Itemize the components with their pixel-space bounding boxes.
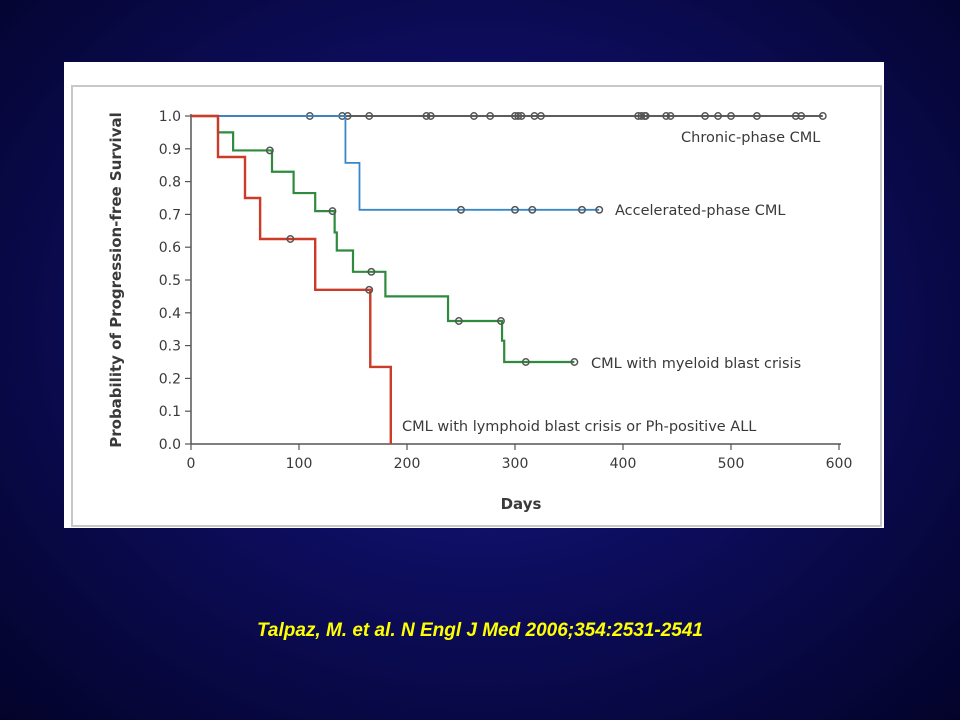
censor-mark-chronic xyxy=(517,112,526,120)
y-tick-label: 0.0 xyxy=(159,437,181,453)
censor-mark-chronic xyxy=(470,112,478,120)
series-line-accelerated xyxy=(191,115,600,211)
axes: 0.0 0.1 0.2 0.3 0.4 0.5 0.6 0.7 0.8 0.9 1.0 0 100 200… xyxy=(107,109,852,513)
censor-mark-chronic xyxy=(365,112,374,120)
censor-mark-chronic xyxy=(666,112,675,120)
censor-mark-chronic xyxy=(486,112,495,120)
censor-mark-myeloid xyxy=(367,267,376,276)
y-axis-title: Probability of Progression-free Survival xyxy=(107,112,125,448)
series-myeloid xyxy=(191,114,579,366)
y-tick-label: 0.2 xyxy=(159,371,181,387)
series-lymphoid xyxy=(191,114,392,444)
series-layer xyxy=(191,112,827,444)
censor-mark-lymphoid xyxy=(365,285,374,294)
censor-mark-chronic xyxy=(422,112,431,120)
y-tick-label: 0.5 xyxy=(159,273,181,289)
x-tick-label: 100 xyxy=(286,456,313,472)
censor-mark-chronic xyxy=(752,112,761,120)
x-tick-label: 200 xyxy=(394,456,421,472)
km-survival-chart: 0.0 0.1 0.2 0.3 0.4 0.5 0.6 0.7 0.8 0.9 1.0 0 100 200… xyxy=(71,85,882,527)
censor-mark-chronic xyxy=(701,112,710,120)
citation-text: Talpaz, M. et al. N Engl J Med 2006;354:… xyxy=(257,620,703,641)
censor-mark-myeloid xyxy=(570,358,579,366)
y-tick-label: 0.8 xyxy=(159,175,181,191)
series-label-myeloid: CML with myeloid blast crisis xyxy=(591,356,801,372)
x-tick-label: 600 xyxy=(826,456,853,472)
censor-mark-accelerated xyxy=(511,205,519,214)
censor-mark-myeloid xyxy=(497,317,505,325)
y-tick-label: 0.6 xyxy=(159,240,181,256)
censor-mark-myeloid xyxy=(265,146,274,155)
y-tick-label: 0.9 xyxy=(159,142,181,158)
censor-mark-lymphoid xyxy=(286,235,295,243)
y-tick-label: 0.7 xyxy=(159,207,181,223)
censor-mark-accelerated xyxy=(528,205,537,214)
censor-mark-chronic xyxy=(662,112,671,120)
censor-mark-chronic xyxy=(818,112,827,120)
series-labels: Chronic-phase CML Accelerated-phase CML CM… xyxy=(402,130,820,435)
censor-mark-chronic xyxy=(797,112,806,120)
censor-mark-accelerated xyxy=(457,205,465,214)
series-label-chronic: Chronic-phase CML xyxy=(681,130,820,146)
x-axis-title: Days xyxy=(501,495,542,513)
y-tick-label: 0.3 xyxy=(159,339,181,355)
x-tick-label: 0 xyxy=(187,456,196,472)
x-tick-label: 400 xyxy=(610,456,637,472)
y-tick-label: 1.0 xyxy=(159,109,181,125)
censor-mark-chronic xyxy=(791,112,800,120)
figure-frame xyxy=(71,85,882,527)
censor-mark-myeloid xyxy=(454,317,463,325)
censor-mark-chronic xyxy=(641,112,650,120)
series-label-lymphoid: CML with lymphoid blast crisis or Ph-pos… xyxy=(402,419,756,435)
x-tick-label: 500 xyxy=(718,456,745,472)
censor-mark-myeloid xyxy=(521,358,530,366)
censor-mark-accelerated xyxy=(595,205,604,214)
censor-mark-chronic xyxy=(536,112,545,120)
censor-mark-chronic xyxy=(714,112,722,120)
censor-mark-chronic xyxy=(426,112,435,120)
km-figure-panel: 0.0 0.1 0.2 0.3 0.4 0.5 0.6 0.7 0.8 0.9 1.0 0 100 200… xyxy=(64,62,884,528)
censor-mark-chronic xyxy=(637,112,646,120)
censor-mark-accelerated xyxy=(578,205,586,214)
series-label-accelerated: Accelerated-phase CML xyxy=(615,203,785,219)
series-line-myeloid xyxy=(191,114,575,364)
x-tick-label: 300 xyxy=(502,456,529,472)
censor-mark-chronic xyxy=(727,112,735,120)
censor-mark-myeloid xyxy=(328,207,337,216)
censor-mark-chronic xyxy=(514,112,523,120)
y-tick-label: 0.1 xyxy=(159,404,181,420)
series-accelerated xyxy=(191,115,604,214)
series-line-lymphoid xyxy=(191,114,392,444)
y-tick-label: 0.4 xyxy=(159,306,181,322)
